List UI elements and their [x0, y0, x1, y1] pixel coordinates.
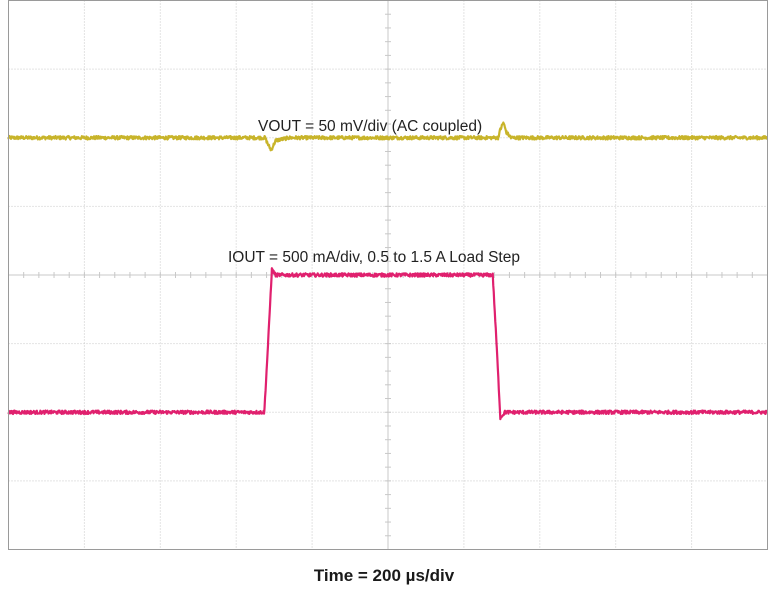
vout-trace [7, 121, 768, 152]
iout-trace [7, 267, 768, 421]
x-axis-label: Time = 200 µs/div [313, 566, 455, 585]
vout-annotation: VOUT = 50 mV/div (AC coupled) [258, 118, 482, 135]
iout-annotation: IOUT = 500 mA/div, 0.5 to 1.5 A Load Ste… [228, 249, 520, 266]
traces [7, 121, 768, 421]
scope-plot: VOUT = 50 mV/div (AC coupled) IOUT = 500… [7, 0, 768, 550]
